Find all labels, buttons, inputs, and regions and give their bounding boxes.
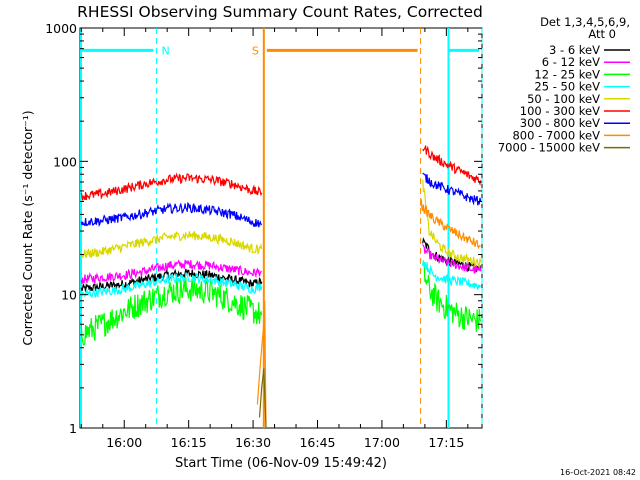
saa-label: S [252,44,259,57]
x-axis-ticks: 16:00 16:15 16:30 16:45 17:00 17:15 [80,28,469,450]
series-line-6-to-12keV [80,259,262,284]
series-line-12-to-25keV [422,261,482,332]
x-axis-label: Start Time (06-Nov-09 15:49:42) [175,456,387,471]
legend-label: 300 - 800 keV [520,116,600,130]
series-line-7000-to-15000keV [258,368,267,429]
series-line-3-to-6keV [80,268,263,292]
series-line-300-to-800keV [80,201,263,228]
y-tick-label: 1 [69,421,77,436]
legend-label: 50 - 100 keV [527,92,600,106]
legend-label: 12 - 25 keV [534,67,600,81]
x-tick-label: 17:15 [428,435,464,450]
y-tick-label: 100 [53,154,77,169]
x-tick-label: 16:00 [106,435,142,450]
series-line-800-to-7000keV [420,199,481,249]
series-line-25-to-50keV [422,260,482,290]
series-line-12-to-25keV [80,277,263,346]
footer-date: 16-Oct-2021 08:42 [560,468,636,477]
y-axis-label: Corrected Count Rate (s⁻¹ detector⁻¹) [20,110,35,345]
legend-label: 3 - 6 keV [549,43,600,57]
y-tick-label: 10 [61,288,77,303]
legend-label: 100 - 300 keV [520,104,600,118]
series-layer [80,145,482,429]
series-line-50-to-100keV [80,231,263,259]
series-line-100-to-300keV [80,172,263,201]
series-line-300-to-800keV [422,172,482,206]
series-line-800-to-7000keV [256,300,267,429]
legend-label: 25 - 50 keV [534,80,600,94]
chart-title: RHESSI Observing Summary Count Rates, Co… [77,3,483,21]
legend-header-line-1: Det 1,3,4,5,6,9, [540,15,630,29]
legend-label: 7000 - 15000 keV [498,141,600,155]
y-axis-ticks: 1 10 100 1000 [45,21,482,436]
y-tick-label: 1000 [45,21,77,36]
plot-frame [79,27,483,429]
night-label: N [161,44,169,57]
x-tick-label: 16:45 [299,435,335,450]
series-line-6-to-12keV [422,244,482,274]
legend-label: 800 - 7000 keV [512,128,600,142]
legend-header-line-2: Att 0 [588,27,616,41]
x-tick-label: 16:30 [235,435,271,450]
x-tick-label: 17:00 [364,435,400,450]
series-line-50-to-100keV [422,179,482,269]
series-line-25-to-50keV [80,272,263,299]
x-tick-label: 16:15 [171,435,207,450]
legend-label: 6 - 12 keV [542,55,600,69]
series-line-100-to-300keV [422,145,482,187]
